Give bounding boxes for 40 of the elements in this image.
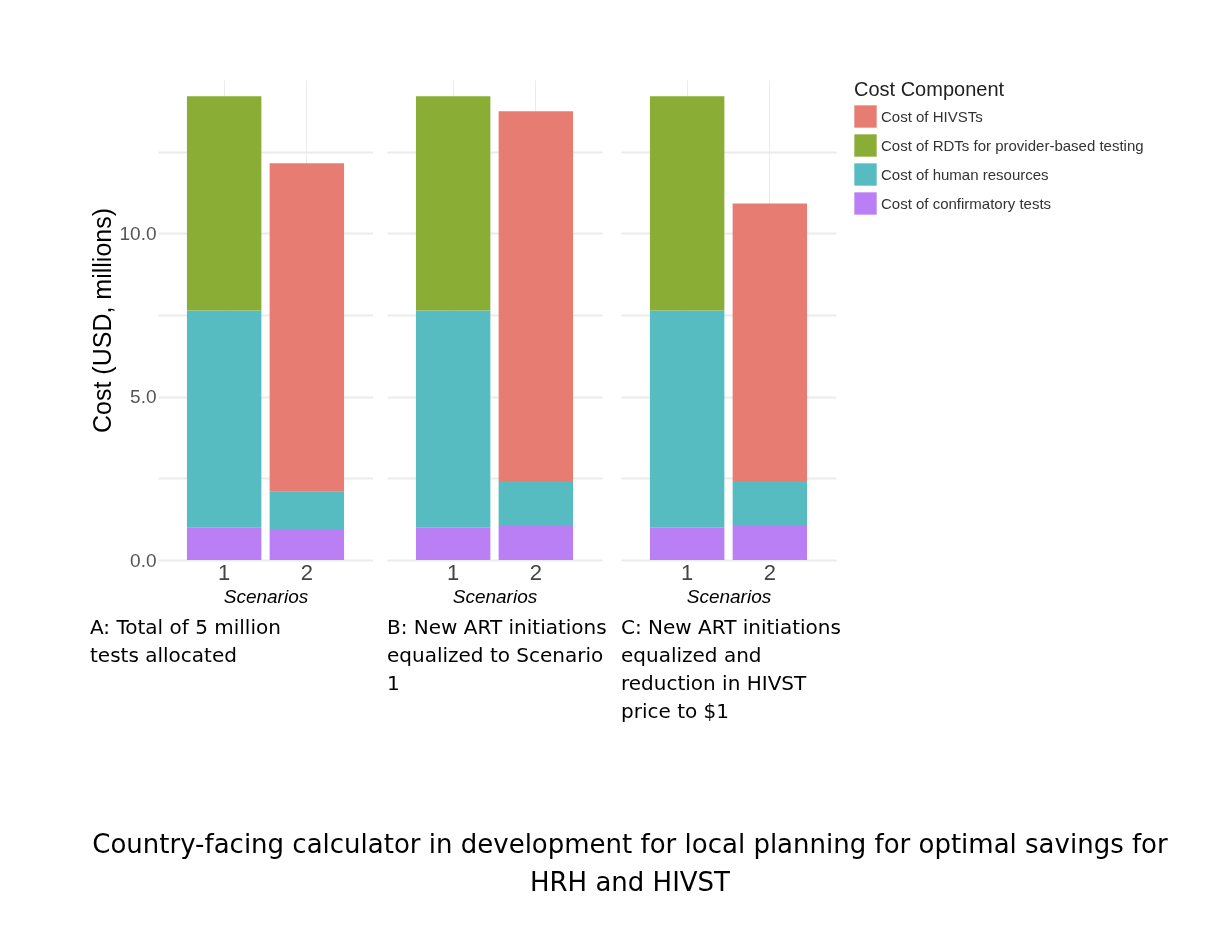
x-axis-title: Scenarios — [223, 585, 309, 607]
bar — [415, 96, 491, 311]
x-tick-label: 2 — [763, 559, 776, 585]
legend-label: Cost of RDTs for provider-based testing — [881, 136, 1144, 154]
legend-label: Cost of confirmatory tests — [881, 194, 1052, 212]
y-tick-label: 0.0 — [130, 549, 157, 571]
bar — [186, 527, 262, 560]
bar — [498, 111, 574, 481]
bar — [269, 491, 345, 530]
bar — [649, 527, 725, 560]
bar — [498, 526, 574, 560]
text: C: New ART initiations equalized and reduction in HIVST price to $1 — [621, 615, 841, 723]
bar — [732, 480, 808, 527]
bar — [269, 163, 345, 492]
bar — [269, 529, 345, 560]
bar — [732, 526, 808, 560]
y-tick-label: 10.0 — [119, 222, 157, 244]
bar — [186, 310, 262, 528]
text: A: Total of 5 million tests allocated — [90, 615, 281, 667]
text: B: New ART initiations equalized to Scenario 1 — [387, 615, 607, 695]
x-tick-label: 2 — [300, 559, 313, 585]
x-axis-title: Scenarios — [686, 585, 772, 607]
legend-label: Cost of human resources — [881, 165, 1049, 183]
bar — [732, 203, 808, 481]
bar — [415, 310, 491, 528]
x-tick-label: 2 — [529, 559, 542, 585]
bar — [415, 527, 491, 560]
y-axis-title: Cost (USD, millions) — [87, 207, 116, 434]
bar — [186, 96, 262, 311]
x-tick-label: 1 — [681, 559, 694, 585]
x-tick-label: 1 — [218, 559, 231, 585]
legend-label: Cost of HIVSTs — [881, 107, 983, 125]
bar — [498, 480, 574, 527]
bar — [649, 310, 725, 528]
y-tick-label: 5.0 — [130, 386, 157, 408]
bar — [649, 96, 725, 311]
legend-title: Cost Component — [854, 78, 1005, 100]
x-axis-title: Scenarios — [452, 585, 538, 607]
text: Country-facing calculator in development for local planning for optimal savings for HRH and HIVST — [91, 828, 1169, 899]
x-tick-label: 1 — [447, 559, 460, 585]
